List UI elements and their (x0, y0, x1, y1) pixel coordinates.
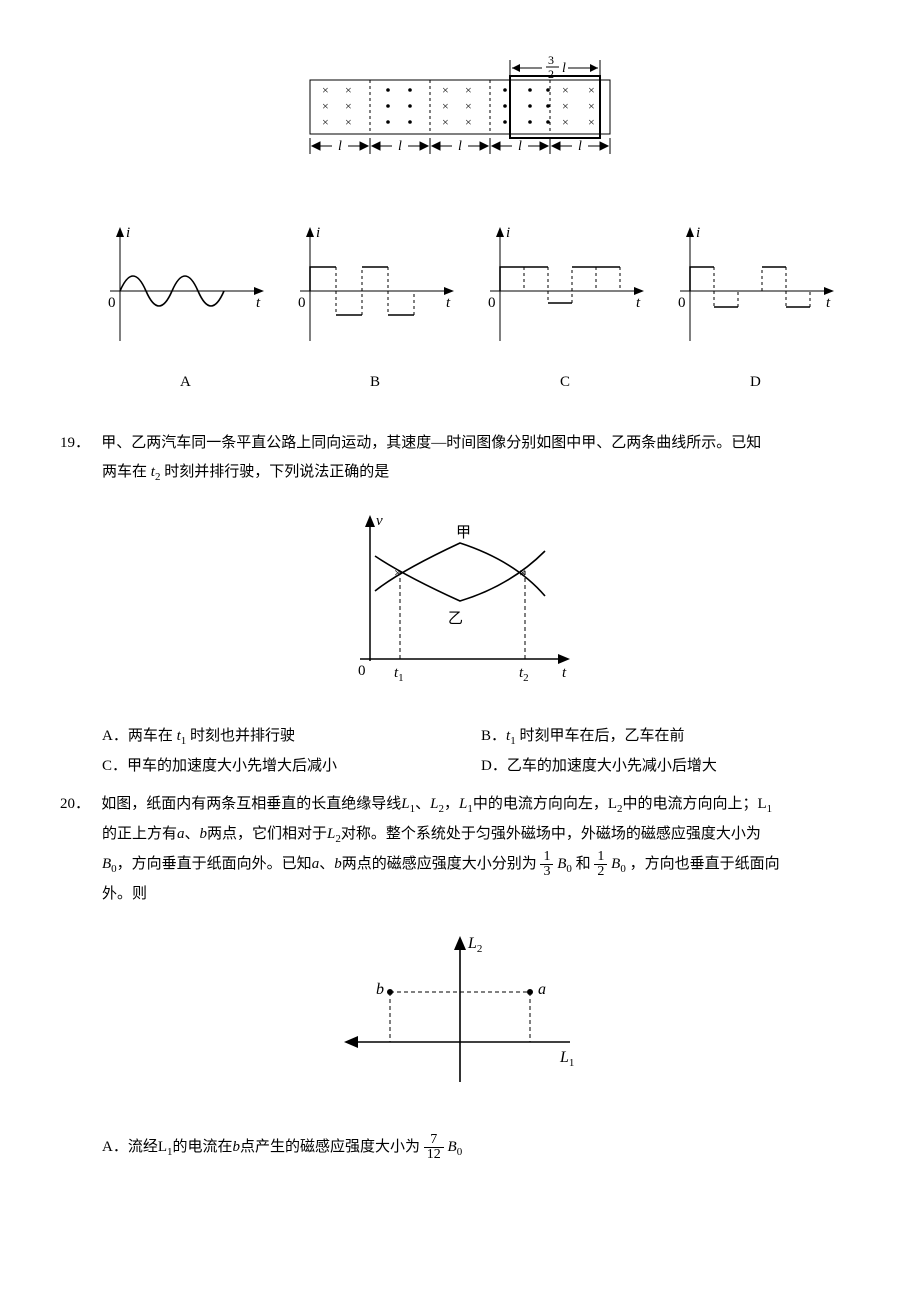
svg-text:l: l (458, 139, 462, 154)
label-A: A (180, 374, 191, 390)
question-20: 20． 如图，纸面内有两条互相垂直的长直绝缘导线L1、L2，L1中的电流方向向左… (60, 790, 860, 908)
svg-text:×: × (442, 115, 449, 129)
q20-number: 20． (60, 790, 98, 819)
svg-text:0: 0 (108, 295, 116, 311)
svg-text:0: 0 (678, 295, 686, 311)
svg-text:×: × (562, 115, 569, 129)
svg-text:甲: 甲 (456, 525, 471, 541)
svg-text:t: t (826, 295, 831, 311)
frac-7-12: 712 (424, 1133, 444, 1162)
q19-number: 19． (60, 429, 98, 458)
svg-text:×: × (394, 565, 401, 580)
field-strip-svg: 3 2 l × × × × × × (290, 50, 630, 180)
svg-text:0: 0 (298, 295, 306, 311)
svg-text:3: 3 (548, 53, 554, 67)
top-field-diagram: 3 2 l × × × × × × (60, 50, 860, 191)
label-B: B (370, 374, 380, 390)
svg-text:×: × (562, 83, 569, 97)
svg-text:×: × (465, 99, 472, 113)
svg-text:t: t (636, 295, 641, 311)
svg-text:×: × (465, 83, 472, 97)
svg-text:t2: t2 (519, 665, 529, 684)
svg-text:t1: t1 (394, 665, 404, 684)
svg-text:l: l (578, 139, 582, 154)
svg-text:×: × (588, 83, 595, 97)
svg-text:×: × (322, 99, 329, 113)
svg-text:t: t (446, 295, 451, 311)
svg-text:0: 0 (488, 295, 496, 311)
label-C: C (560, 374, 570, 390)
svg-text:L1: L1 (559, 1049, 574, 1069)
svg-text:×: × (588, 99, 595, 113)
svg-text:l: l (398, 139, 402, 154)
q19-options-row2: C．甲车的加速度大小先增大后减小 D．乙车的加速度大小先减小后增大 (102, 752, 860, 781)
svg-text:×: × (562, 99, 569, 113)
svg-text:×: × (345, 99, 352, 113)
svg-text:t: t (256, 295, 261, 311)
q19-graph: v t 0 t1 t2 × × 甲 乙 (60, 501, 860, 702)
svg-text:t: t (562, 665, 567, 681)
question-19: 19． 甲、乙两汽车同一条平直公路上同向运动，其速度—时间图像分别如图中甲、乙两… (60, 429, 860, 487)
svg-text:i: i (696, 225, 700, 241)
top-l-label: l (562, 61, 566, 76)
q19-opt-C: C．甲车的加速度大小先增大后减小 (102, 752, 481, 781)
svg-text:b: b (376, 981, 384, 998)
q19-opt-D: D．乙车的加速度大小先减小后增大 (481, 752, 860, 781)
svg-text:×: × (322, 115, 329, 129)
svg-text:l: l (518, 139, 522, 154)
q19-line1: 甲、乙两汽车同一条平直公路上同向运动，其速度—时间图像分别如图中甲、乙两条曲线所… (101, 435, 761, 451)
svg-text:×: × (588, 115, 595, 129)
choice-graphs-svg: i t 0 A i t 0 (90, 211, 830, 401)
svg-text:0: 0 (358, 663, 366, 679)
q20-line4: 外。则 (102, 880, 860, 909)
svg-text:l: l (338, 139, 342, 154)
svg-text:L2: L2 (467, 935, 482, 955)
svg-text:×: × (442, 83, 449, 97)
svg-text:×: × (322, 83, 329, 97)
svg-text:×: × (465, 115, 472, 129)
choice-graph-row: i t 0 A i t 0 (60, 211, 860, 412)
label-D: D (750, 374, 761, 390)
svg-text:a: a (538, 981, 546, 998)
svg-text:i: i (316, 225, 320, 241)
q19-opt-B: B．t1 时刻甲车在后，乙车在前 (481, 722, 860, 752)
q19-opt-A: A．两车在 t1 时刻也并排行驶 (102, 722, 481, 752)
q19-options-row1: A．两车在 t1 时刻也并排行驶 B．t1 时刻甲车在后，乙车在前 (102, 722, 860, 752)
svg-text:×: × (442, 99, 449, 113)
svg-text:乙: 乙 (448, 611, 463, 627)
svg-text:×: × (345, 83, 352, 97)
q20-diagram: L2 L1 a b (60, 922, 860, 1113)
svg-text:i: i (126, 225, 130, 241)
frac-1-3: 13 (540, 850, 553, 879)
svg-text:v: v (376, 513, 383, 529)
svg-text:2: 2 (548, 67, 554, 81)
svg-text:i: i (506, 225, 510, 241)
q20-opt-A: A．流经L1的电流在b点产生的磁感应强度大小为 712 B0 (102, 1133, 860, 1163)
frac-1-2: 12 (594, 850, 607, 879)
svg-text:×: × (519, 565, 526, 580)
bottom-segment-labels: l l l l l (310, 138, 610, 154)
svg-text:×: × (345, 115, 352, 129)
